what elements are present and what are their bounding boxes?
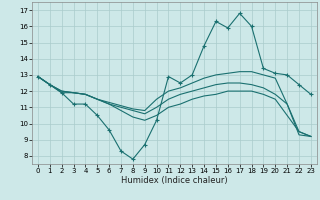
X-axis label: Humidex (Indice chaleur): Humidex (Indice chaleur) — [121, 176, 228, 185]
